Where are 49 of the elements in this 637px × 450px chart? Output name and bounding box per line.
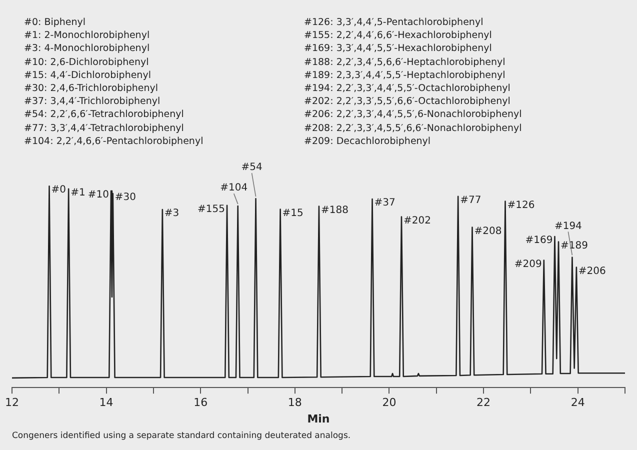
text: #208: 2,2′,3,3′,4,5,5′,6,6′-Nonachlorobiphenyl bbox=[304, 122, 523, 135]
text: #202: 2,2′,3,3′,5,5′,6,6′-Octachlorobiphenyl bbox=[304, 95, 512, 108]
text: #206: 2,2′,3,3′,4,4′,5,5′,6-Nonachlorobiphenyl bbox=[304, 108, 523, 122]
text: #15: 4,4′-Dichlorobiphenyl bbox=[24, 68, 152, 82]
annotation: #37 bbox=[374, 198, 396, 209]
text: #126: 3,3′,4,4′,5-Pentachlorobiphenyl bbox=[304, 16, 484, 30]
annotation: #77 bbox=[460, 194, 482, 206]
text: #30: 2,4,6-Trichlorobiphenyl bbox=[24, 82, 160, 96]
annotation: #1 bbox=[70, 188, 86, 199]
annotation: #104 bbox=[220, 182, 248, 194]
text: #104: 2,2′,4,6,6′-Pentachlorobiphenyl bbox=[24, 134, 204, 148]
text: #37: 3,4,4′-Trichlorobiphenyl bbox=[24, 95, 162, 108]
text: Congeners identified using a separate standard containing deuterated analogs. bbox=[12, 431, 351, 441]
annotation: #202 bbox=[403, 215, 431, 226]
annotation: #54 bbox=[241, 162, 262, 174]
x-tick-label: 22 bbox=[476, 396, 491, 410]
annotation: #0 bbox=[51, 184, 66, 196]
text: #209: Decachlorobiphenyl bbox=[304, 134, 432, 148]
annotation: #3 bbox=[164, 208, 180, 220]
annotation: #206 bbox=[578, 266, 606, 277]
text: #189: 2,3,3′,4,4′,5,5′-Heptachlorobiphenyl bbox=[304, 68, 506, 82]
text: #77: 3,3′,4,4′-Tetrachlorobiphenyl bbox=[24, 122, 185, 135]
x-tick-label: 14 bbox=[99, 396, 114, 410]
x-tick-label: 18 bbox=[288, 396, 302, 410]
text: #188: 2,2′,3,4′,5,6,6′-Heptachlorobiphenyl bbox=[304, 56, 506, 69]
annotation: #188 bbox=[320, 204, 348, 216]
text: #3: 4-Monochlorobiphenyl bbox=[24, 42, 151, 56]
annotation: #189 bbox=[560, 240, 588, 252]
text: #1: 2-Monochlorobiphenyl bbox=[24, 29, 151, 42]
text: #54: 2,2′,6,6′-Tetrachlorobiphenyl bbox=[24, 108, 185, 122]
x-tick-label: 20 bbox=[382, 396, 396, 410]
annotation: #126 bbox=[507, 200, 535, 211]
annotation: #30 bbox=[114, 192, 136, 204]
text: #0: Biphenyl bbox=[24, 16, 87, 30]
text: #155: 2,2′,4,4′,6,6′-Hexachlorobiphenyl bbox=[304, 29, 493, 42]
annotation: #194 bbox=[554, 220, 582, 232]
x-axis-title: Min bbox=[307, 412, 330, 426]
annotation: #15 bbox=[282, 208, 304, 219]
annotation: #155 bbox=[198, 204, 226, 216]
annotation: #10 bbox=[88, 190, 110, 201]
x-tick-label: 24 bbox=[570, 396, 585, 410]
x-tick-label: 16 bbox=[194, 396, 208, 410]
text: #10: 2,6-Dichlorobiphenyl bbox=[24, 56, 150, 69]
x-tick-label: 12 bbox=[5, 396, 19, 410]
annotation: #169 bbox=[525, 235, 553, 246]
text: #169: 3,3′,4,4′,5,5′-Hexachlorobiphenyl bbox=[304, 42, 493, 56]
annotation: #208 bbox=[474, 226, 502, 237]
text: #194: 2,2′,3,3′,4,4′,5,5′-Octachlorobiphenyl bbox=[304, 82, 512, 96]
annotation: #209 bbox=[514, 258, 542, 270]
